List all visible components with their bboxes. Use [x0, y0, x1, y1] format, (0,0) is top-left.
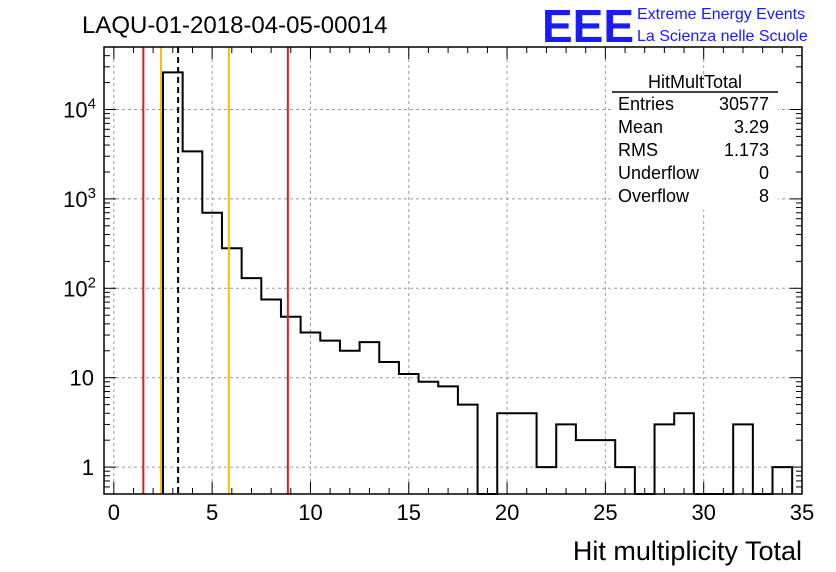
histogram-bin	[281, 317, 301, 494]
histogram-bin	[222, 248, 242, 494]
cut-lines	[142, 47, 289, 494]
x-tick-label: 20	[495, 500, 519, 525]
x-axis-ticks: 0 5 10 15 20 25 30 35	[108, 47, 814, 525]
x-axis-title: Hit multiplicity Total	[573, 536, 802, 566]
chart-title: LAQU-01-2018-04-05-00014	[82, 12, 388, 39]
x-tick-label: 0	[108, 500, 120, 525]
plot-frame	[103, 46, 803, 495]
histogram-bin	[163, 72, 183, 494]
histogram-bin	[458, 405, 478, 494]
y-tick-label: 104	[63, 95, 96, 122]
histogram-bin	[340, 351, 360, 494]
y-tick-label: 103	[63, 185, 96, 212]
histogram-bin	[399, 374, 419, 494]
y-tick-label: 102	[63, 274, 96, 301]
histogram-outline	[161, 71, 794, 495]
y-axis-ticks: 1 10 102 103 104	[63, 46, 802, 495]
y-tick-label: 1	[82, 455, 94, 480]
stats-value-entries: 30577	[719, 94, 769, 114]
histogram-bin	[576, 440, 596, 494]
stats-value-overflow: 8	[759, 186, 769, 206]
y-tick-label: 10	[70, 366, 94, 391]
logo-acronym: EEE	[542, 0, 634, 52]
stats-label-mean: Mean	[618, 117, 663, 137]
logo-line2: La Scienza nelle Scuole	[637, 28, 808, 45]
histogram-bin	[497, 413, 517, 494]
histogram-bin	[419, 382, 439, 494]
stats-box-background	[612, 84, 778, 210]
x-tick-label: 35	[790, 500, 814, 525]
histogram-bin	[517, 413, 537, 494]
stats-box: HitMultTotal Entries 30577 Mean 3.29 RMS…	[612, 72, 778, 210]
eee-logo: EEE Extreme Energy Events La Scienza nel…	[542, 0, 808, 52]
stats-value-mean: 3.29	[734, 117, 769, 137]
x-tick-label: 25	[593, 500, 617, 525]
x-tick-label: 30	[691, 500, 715, 525]
histogram-bin	[674, 413, 694, 494]
stats-title: HitMultTotal	[648, 72, 742, 92]
stats-label-underflow: Underflow	[618, 163, 700, 183]
x-tick-label: 10	[298, 500, 322, 525]
stats-label-rms: RMS	[618, 140, 658, 160]
x-tick-label: 15	[397, 500, 421, 525]
histogram-bin	[655, 424, 675, 494]
histogram-bin	[242, 278, 262, 494]
grid-lines	[104, 47, 802, 494]
stats-value-underflow: 0	[759, 163, 769, 183]
stats-label-overflow: Overflow	[618, 186, 690, 206]
histogram-bin	[556, 424, 576, 494]
histogram-bin	[261, 299, 281, 494]
axes	[103, 46, 803, 495]
histogram-bin	[733, 424, 753, 494]
stats-label-entries: Entries	[618, 94, 674, 114]
x-tick-label: 5	[206, 500, 218, 525]
histogram-bin	[301, 333, 321, 494]
histogram-bin	[360, 342, 380, 494]
histogram-bin	[320, 341, 340, 494]
histogram-bin	[438, 386, 458, 494]
histogram-bins	[161, 71, 794, 495]
histogram-bin	[202, 213, 222, 494]
stats-value-rms: 1.173	[724, 140, 769, 160]
histogram-bin	[183, 151, 203, 494]
logo-line1: Extreme Energy Events	[637, 6, 805, 23]
histogram-bin	[379, 362, 399, 494]
